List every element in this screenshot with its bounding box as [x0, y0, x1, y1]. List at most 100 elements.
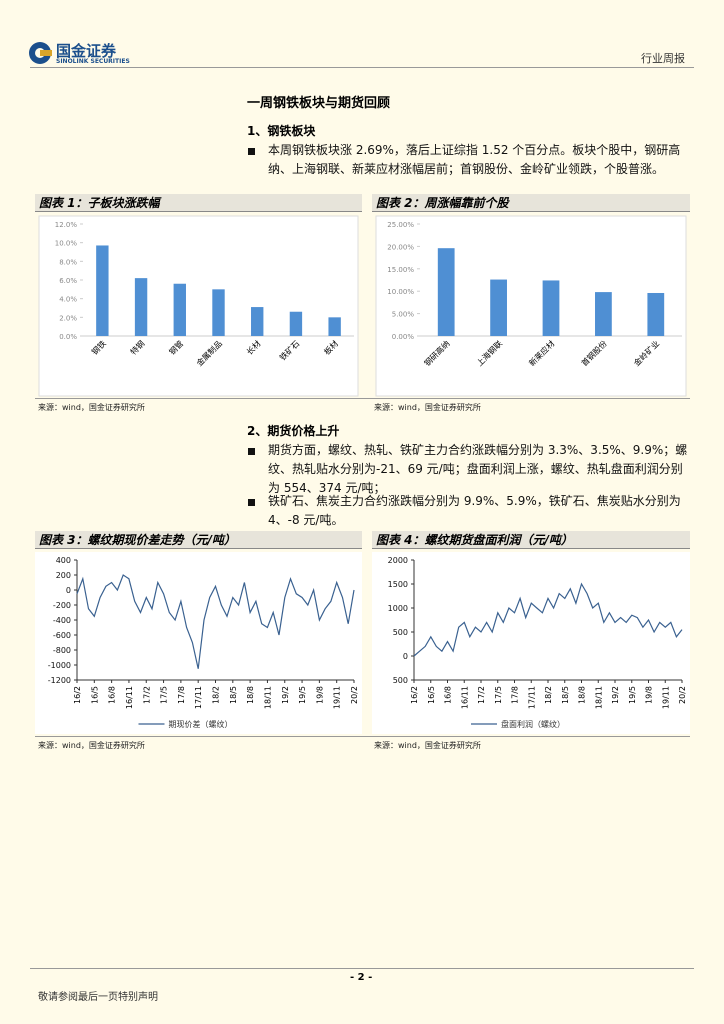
report-type: 行业周报	[641, 52, 685, 65]
x-tick-label: 17/5	[494, 686, 503, 704]
y-tick-label: 0.00%	[392, 333, 415, 341]
x-tick-label: 16/8	[108, 686, 117, 704]
source: 来源：wind，国金证券研究所	[374, 403, 481, 412]
x-tick-label: 18/8	[246, 686, 255, 704]
y-tick-label: -600	[53, 631, 71, 640]
x-tick-label: 16/8	[444, 686, 453, 704]
bullet	[248, 148, 255, 155]
x-tick-label: 18/2	[544, 686, 553, 704]
subheading: 2、期货价格上升	[247, 424, 340, 438]
y-tick-label: 8.0%	[59, 258, 77, 266]
rule	[35, 398, 690, 399]
y-tick-label: -200	[53, 601, 71, 610]
x-tick-label: 16/11	[460, 686, 469, 709]
x-tick-label: 18/11	[594, 686, 603, 709]
chart: -1200 -1000 -800 -600 -400 -200 0 200 400 16/2 16/…	[35, 552, 362, 734]
plot-frame	[372, 552, 690, 734]
bar	[542, 280, 560, 336]
y-tick-label: 400	[56, 556, 71, 565]
y-tick-label: 6.0%	[59, 277, 77, 285]
legend-label: 期现价差（螺纹）	[169, 719, 233, 729]
figure-title: 图表 1：子板块涨跌幅	[35, 194, 362, 212]
logo-icon	[29, 42, 52, 64]
source: 来源：wind，国金证券研究所	[374, 741, 481, 750]
x-tick-label: 19/2	[281, 686, 290, 704]
y-tick-label: 0	[66, 586, 71, 595]
bar	[212, 289, 225, 336]
x-tick-label: 17/8	[511, 686, 520, 704]
logo: 国金证券	[56, 42, 117, 60]
x-tick-label: 18/5	[229, 686, 238, 704]
y-tick-label: 25.00%	[387, 221, 414, 229]
source: 来源：wind，国金证券研究所	[38, 741, 145, 750]
x-tick-label: 17/2	[477, 686, 486, 704]
x-tick-label: 16/5	[90, 686, 99, 704]
y-tick-label: 10.0%	[55, 240, 78, 248]
plot-frame	[35, 552, 362, 734]
rule	[30, 67, 694, 68]
x-tick-label: 16/2	[73, 686, 82, 704]
paragraph: 期货方面，螺纹、热轧、铁矿主力合约涨跌幅分别为 3.3%、3.5%、9.9%；螺…	[268, 443, 688, 495]
bar	[173, 283, 186, 336]
bullet	[248, 448, 255, 455]
y-tick-label: 1500	[388, 580, 408, 589]
source: 来源：wind，国金证券研究所	[38, 403, 145, 412]
plot-frame	[38, 215, 359, 397]
y-tick-label: 10.00%	[387, 288, 414, 296]
y-tick-label: 4.0%	[59, 296, 77, 304]
y-tick-label: 12.0%	[55, 221, 78, 229]
y-tick-label: 0.0%	[59, 333, 77, 341]
x-tick-label: 18/5	[561, 686, 570, 704]
x-tick-label: 17/11	[194, 686, 203, 709]
figure-title: 图表 4：螺纹期货盘面利润（元/吨）	[372, 531, 690, 549]
y-tick-label: -1000	[48, 661, 71, 670]
rule	[35, 736, 690, 737]
bar	[289, 311, 303, 336]
x-tick-label: 19/8	[315, 686, 324, 704]
paragraph: 铁矿石、焦炭主力合约涨跌幅分别为 9.9%、5.9%，铁矿石、焦炭贴水分别为 4…	[268, 494, 681, 527]
x-tick-label: 19/8	[645, 686, 654, 704]
y-tick-label: -400	[53, 616, 71, 625]
bullet	[248, 499, 255, 506]
x-tick-label: 19/2	[611, 686, 620, 704]
x-tick-label: 16/11	[125, 686, 134, 709]
page-number: - 2 -	[350, 972, 373, 983]
x-tick-label: 18/8	[578, 686, 587, 704]
chart: 500 0 500 1000 1500 2000 16/2 16/5 16/8 16/11 17/2…	[372, 552, 690, 734]
x-tick-label: 19/11	[333, 686, 342, 709]
disclaimer: 敬请参阅最后一页特别声明	[38, 992, 158, 1003]
y-tick-label: 500	[393, 628, 408, 637]
section-title: 一周钢铁板块与期货回顾	[247, 96, 391, 111]
line-series	[76, 574, 355, 669]
x-tick-label: 17/8	[177, 686, 186, 704]
bar	[647, 292, 665, 336]
bar	[134, 278, 148, 336]
logo-en: SINOLINK SECURITIES	[56, 58, 130, 65]
bar	[328, 317, 341, 336]
x-tick-label: 16/5	[427, 686, 436, 704]
bar	[490, 279, 507, 336]
x-tick-label: 17/2	[142, 686, 151, 704]
figure-title: 图表 3：螺纹期现价差走势（元/吨）	[35, 531, 362, 549]
x-tick-label: 17/5	[160, 686, 169, 704]
x-tick-label: 19/5	[628, 686, 637, 704]
bar	[96, 245, 109, 336]
y-tick-label: 5.00%	[392, 311, 415, 319]
line-series	[413, 582, 683, 657]
y-tick-label: 0	[403, 652, 408, 661]
x-tick-label: 20/2	[350, 686, 359, 704]
x-tick-label: 16/2	[410, 686, 419, 704]
x-tick-label: 18/11	[263, 686, 272, 709]
y-tick-label: 2000	[388, 556, 408, 565]
bar	[251, 307, 264, 336]
y-tick-label: 1000	[388, 604, 408, 613]
chart: 0.00%5.00%10.00%15.00%20.00%25.00%钢研高纳 上海…	[375, 215, 687, 397]
x-tick-label: 19/5	[298, 686, 307, 704]
y-tick-label: 20.00%	[387, 243, 414, 251]
subheading: 1、钢铁板块	[247, 124, 316, 138]
plot-frame	[375, 215, 687, 397]
y-tick-label: 200	[56, 571, 71, 580]
x-tick-label: 19/11	[661, 686, 670, 709]
rule	[30, 968, 694, 969]
x-tick-label: 17/11	[527, 686, 536, 709]
